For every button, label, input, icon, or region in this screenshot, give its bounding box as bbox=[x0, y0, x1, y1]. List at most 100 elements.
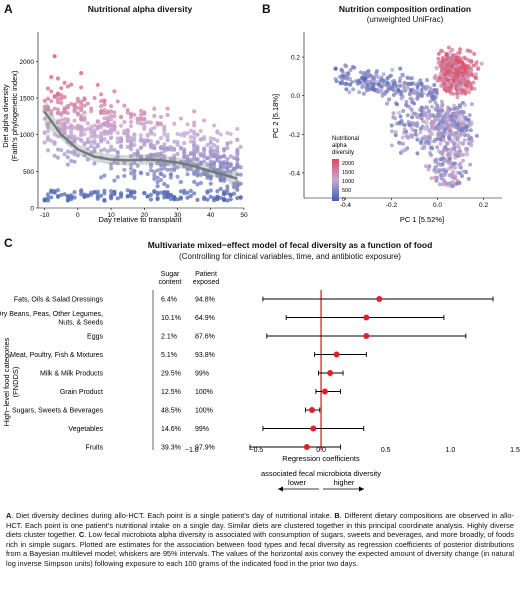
a-point bbox=[55, 110, 61, 116]
a-point bbox=[82, 115, 87, 120]
a-point bbox=[52, 153, 57, 158]
b-point bbox=[384, 101, 389, 106]
a-point bbox=[221, 147, 227, 152]
b-point bbox=[430, 97, 435, 102]
a-point bbox=[192, 129, 197, 134]
a-point bbox=[135, 153, 140, 158]
a-point bbox=[182, 151, 187, 156]
b-point bbox=[405, 113, 410, 118]
a-point bbox=[175, 174, 180, 179]
b-point bbox=[396, 87, 401, 92]
a-point bbox=[225, 156, 230, 162]
a-point bbox=[211, 143, 217, 148]
a-point bbox=[132, 132, 137, 137]
a-point bbox=[188, 134, 193, 140]
b-xtick-label: 0.0 bbox=[433, 202, 442, 209]
a-point bbox=[85, 126, 90, 132]
b-point bbox=[400, 94, 405, 99]
a-point bbox=[62, 94, 67, 100]
a-point bbox=[85, 157, 90, 162]
a-point bbox=[195, 144, 200, 149]
b-point bbox=[464, 127, 469, 132]
a-point bbox=[55, 147, 61, 152]
a-point bbox=[52, 93, 57, 99]
panel-b-chart: -0.4 -0.2 0.0 0.2 -0.4 -0.2 0.0 0.2 PC 2 [5.18%… bbox=[271, 32, 502, 224]
b-ytick-label: -0.4 bbox=[289, 170, 301, 177]
a-point bbox=[145, 132, 150, 137]
a-point bbox=[218, 132, 223, 137]
a-point bbox=[148, 168, 154, 173]
b-point bbox=[421, 136, 426, 141]
b-point bbox=[439, 173, 444, 178]
a-point bbox=[155, 192, 160, 197]
a-point bbox=[102, 102, 107, 107]
a-point bbox=[162, 153, 167, 159]
a-point bbox=[85, 101, 90, 106]
a-point bbox=[138, 145, 144, 150]
a-point bbox=[138, 138, 144, 143]
a-point bbox=[49, 89, 54, 94]
a-point bbox=[218, 186, 223, 191]
b-point bbox=[385, 76, 390, 81]
a-point bbox=[225, 187, 230, 192]
a-point bbox=[205, 190, 210, 195]
a-point bbox=[192, 143, 197, 148]
caption-b-text: . Different dietary compositions are obs… bbox=[6, 511, 514, 540]
a-point bbox=[115, 150, 120, 156]
b-point bbox=[454, 132, 459, 137]
b-point bbox=[445, 141, 450, 146]
a-point bbox=[192, 139, 197, 144]
a-point bbox=[221, 154, 227, 159]
panel-a-chart: 0 500 1000 1500 2000 -10 0 10 20 30 40 50 Diet alph… bbox=[1, 32, 248, 224]
b-point bbox=[452, 60, 457, 65]
b-point bbox=[427, 129, 432, 134]
a-point bbox=[99, 193, 104, 198]
a-point bbox=[42, 130, 47, 135]
b-point bbox=[344, 81, 349, 86]
a-point bbox=[99, 99, 104, 104]
b-ytick-label: 0.2 bbox=[291, 55, 300, 62]
a-point bbox=[108, 162, 114, 167]
b-point bbox=[466, 133, 471, 138]
a-point bbox=[238, 165, 243, 170]
a-point bbox=[102, 121, 107, 126]
a-point bbox=[128, 162, 134, 167]
b-point bbox=[469, 84, 474, 89]
b-xtick-label: -0.4 bbox=[340, 202, 352, 209]
a-point bbox=[95, 189, 100, 194]
b-point bbox=[463, 56, 468, 61]
a-point bbox=[62, 152, 67, 157]
c-exposed-value: 94.8% bbox=[195, 297, 215, 304]
a-point bbox=[132, 112, 137, 117]
panel-c-xlabel: Regression coefficients bbox=[282, 454, 360, 463]
b-point bbox=[428, 112, 433, 117]
legend-title-3: diversity bbox=[332, 150, 354, 156]
a-point bbox=[105, 124, 110, 129]
a-point bbox=[165, 184, 170, 189]
a-point bbox=[95, 82, 100, 88]
a-point bbox=[45, 106, 51, 111]
b-point bbox=[466, 176, 471, 181]
a-point bbox=[115, 161, 120, 166]
a-point bbox=[65, 149, 71, 154]
b-point bbox=[434, 157, 439, 162]
b-point bbox=[375, 87, 380, 92]
c-xtick-label: −0.5 bbox=[250, 447, 264, 454]
b-point bbox=[441, 182, 446, 187]
a-point bbox=[168, 172, 174, 177]
a-point bbox=[165, 190, 170, 195]
a-point bbox=[208, 159, 213, 164]
c-category-label: Dry Beans, Peas, Other Legumes, bbox=[0, 311, 103, 318]
panel-c-letter: C bbox=[4, 236, 13, 250]
a-point bbox=[108, 117, 114, 122]
a-point bbox=[75, 136, 80, 141]
a-point bbox=[55, 107, 61, 112]
c-category-label: Meat, Poultry, Fish & Mixtures bbox=[10, 352, 103, 359]
a-point bbox=[238, 172, 243, 177]
b-point bbox=[455, 137, 460, 142]
a-point bbox=[65, 105, 71, 110]
b-point bbox=[469, 120, 474, 125]
a-point bbox=[45, 137, 51, 142]
b-point bbox=[350, 65, 355, 70]
a-xtick-label: 10 bbox=[107, 212, 115, 219]
